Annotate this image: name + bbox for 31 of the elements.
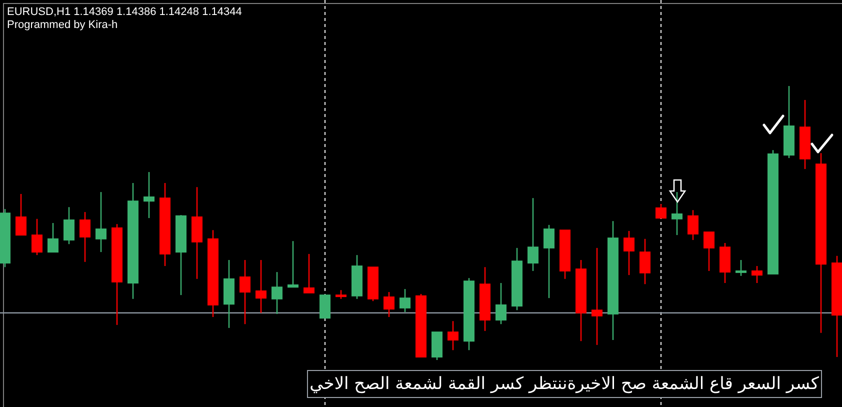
chart-subtitle: Programmed by Kira-h xyxy=(7,19,118,31)
candlestick xyxy=(272,271,282,315)
candlestick xyxy=(240,259,250,325)
candlestick xyxy=(144,171,154,219)
candlestick xyxy=(304,253,314,294)
candlestick xyxy=(736,259,746,276)
candlestick xyxy=(672,191,682,236)
candlestick xyxy=(32,218,42,256)
candlestick xyxy=(320,294,330,319)
candlestick xyxy=(496,282,506,325)
candlestick xyxy=(528,197,538,272)
candlestick xyxy=(16,193,26,236)
candlestick xyxy=(688,210,698,241)
candlestick xyxy=(256,259,266,314)
candlestick xyxy=(640,238,650,285)
candlestick xyxy=(624,230,634,276)
candlestick xyxy=(592,247,602,346)
candlestick xyxy=(656,203,666,219)
chart-title: EURUSD,H1 1.14369 1.14386 1.14248 1.14344 xyxy=(7,6,242,18)
candlestick xyxy=(752,265,762,284)
candlestick xyxy=(288,240,298,288)
candlestick xyxy=(64,206,74,245)
candlestick xyxy=(448,320,458,351)
candlestick xyxy=(400,288,410,313)
candlestick xyxy=(704,231,714,272)
candlestick xyxy=(80,211,90,263)
candlestick xyxy=(96,191,106,253)
candlestick xyxy=(48,222,58,253)
text: كسر السعر قاع الشمعة صح الاخيرةننتظر كسر القمة لشمعة الصح الاخي xyxy=(306,370,822,398)
candlestick xyxy=(384,291,394,318)
candlestick xyxy=(544,224,554,299)
